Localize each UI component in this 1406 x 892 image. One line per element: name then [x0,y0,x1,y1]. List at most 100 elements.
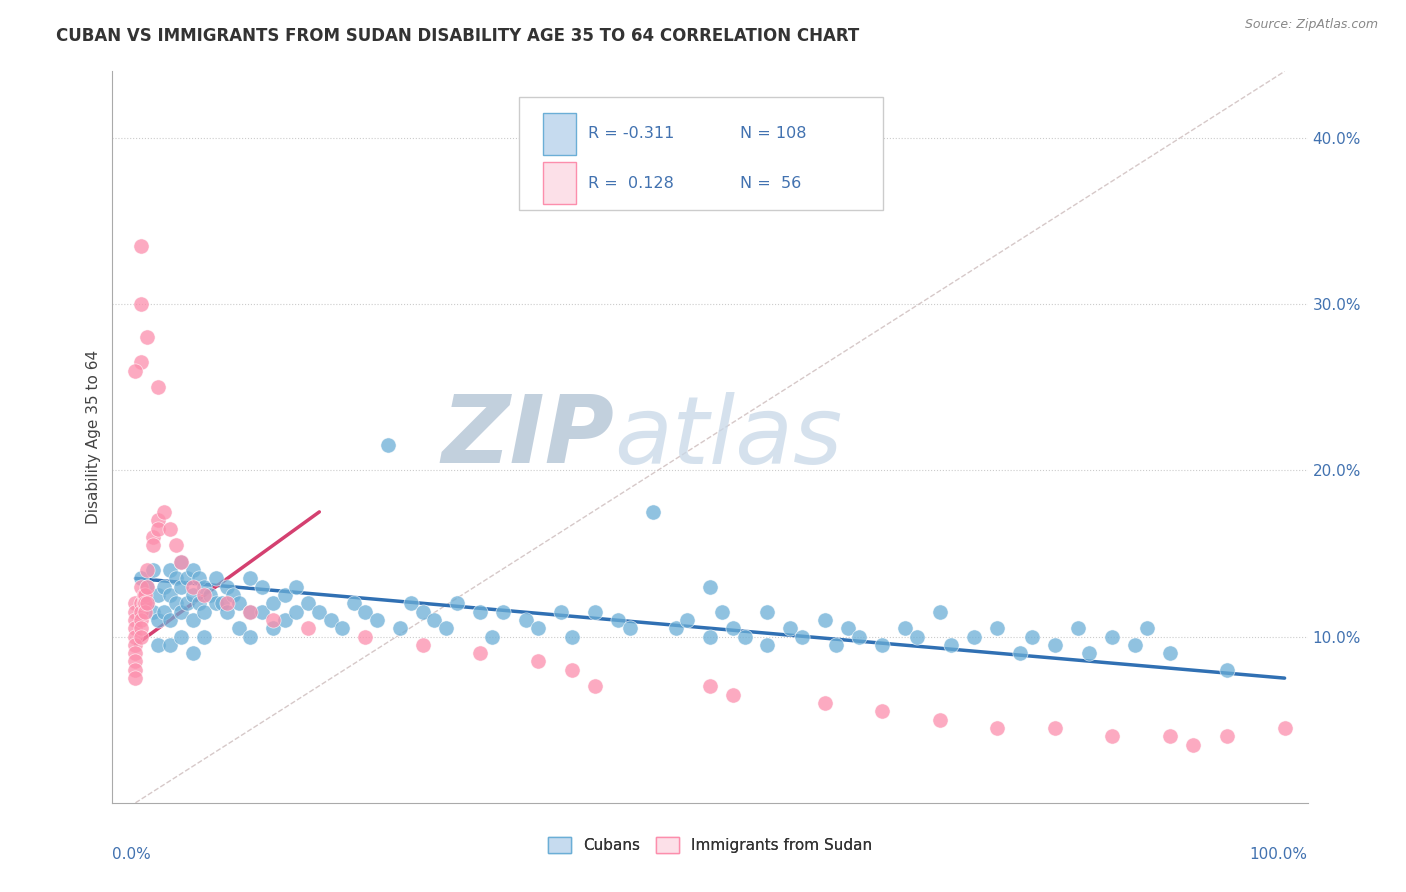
Point [170,580,193,594]
Point [1181,738,1204,752]
Point [239,571,262,585]
Point [124,613,146,627]
Point [699,580,721,594]
Point [165,538,187,552]
Point [872,638,894,652]
Point [721,621,744,635]
Point [148,380,170,394]
Text: CUBAN VS IMMIGRANTS FROM SUDAN DISABILITY AGE 35 TO 64 CORRELATION CHART: CUBAN VS IMMIGRANTS FROM SUDAN DISABILIT… [56,27,859,45]
Point [561,663,583,677]
Point [136,580,159,594]
Point [148,513,170,527]
Point [136,580,159,594]
Point [423,613,446,627]
Point [1078,646,1101,660]
Point [526,621,548,635]
Point [148,638,170,652]
Point [142,538,165,552]
Point [124,646,146,660]
Point [526,655,548,669]
Point [1043,721,1066,735]
Point [1101,630,1123,644]
Point [354,605,377,619]
Point [170,555,193,569]
Point [354,630,377,644]
Point [1159,646,1181,660]
Point [198,588,221,602]
Point [148,613,170,627]
Point [285,580,308,594]
Point [905,630,928,644]
Text: N = 108: N = 108 [740,127,807,142]
Point [986,721,1008,735]
Point [388,621,411,635]
Point [193,630,215,644]
Point [142,605,165,619]
Point [412,605,434,619]
Text: N =  56: N = 56 [740,176,801,191]
Point [124,621,146,635]
Point [1274,721,1296,735]
Point [734,630,756,644]
Point [872,705,894,719]
Point [1216,663,1239,677]
Point [217,605,239,619]
Point [181,580,204,594]
Point [124,655,146,669]
Point [250,605,273,619]
Point [412,638,434,652]
Point [187,571,209,585]
Point [1067,621,1090,635]
Text: R = -0.311: R = -0.311 [588,127,675,142]
Text: 0.0%: 0.0% [112,847,152,862]
Point [1021,630,1043,644]
Point [607,613,630,627]
Point [129,605,152,619]
Point [583,680,606,694]
Point [181,563,204,577]
Point [205,596,228,610]
Point [481,630,503,644]
Point [228,596,250,610]
Point [148,588,170,602]
Point [222,588,245,602]
Point [211,596,233,610]
Point [470,605,492,619]
Point [193,588,215,602]
Y-axis label: Disability Age 35 to 64: Disability Age 35 to 64 [86,350,101,524]
Point [1043,638,1066,652]
Point [142,530,165,544]
Point [159,588,181,602]
Point [132,588,155,602]
Point [159,638,181,652]
Point [132,596,155,610]
Point [377,438,399,452]
Point [297,621,319,635]
Point [205,571,228,585]
Point [176,596,198,610]
Point [181,646,204,660]
Point [129,571,152,585]
Point [434,621,457,635]
Point [134,596,156,610]
Point [1159,729,1181,743]
Point [129,239,152,253]
Point [986,621,1008,635]
Point [129,355,152,369]
Point [217,596,239,610]
Point [124,630,146,644]
Point [492,605,515,619]
Point [124,638,146,652]
Point [134,605,156,619]
Point [779,621,801,635]
Point [676,613,699,627]
Point [470,646,492,660]
Point [756,638,779,652]
Point [710,605,733,619]
Point [142,563,165,577]
FancyBboxPatch shape [519,97,883,211]
Point [129,630,152,644]
Point [129,621,152,635]
Point [239,605,262,619]
Point [239,605,262,619]
